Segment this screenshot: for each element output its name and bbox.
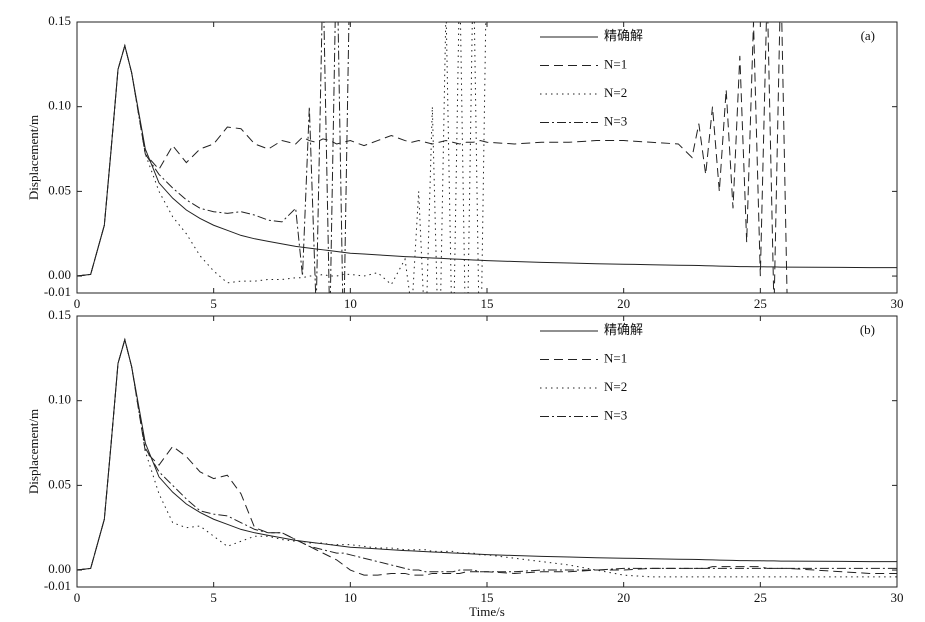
series-line: [77, 22, 788, 293]
legend-label: N=2: [604, 85, 627, 100]
legend-label: 精确解: [604, 28, 643, 43]
x-tick-label: 15: [481, 296, 494, 311]
legend-label: N=2: [604, 379, 627, 394]
y-axis-label: Displacement/m: [26, 115, 41, 200]
series-line: [77, 337, 897, 578]
x-tick-label: 25: [754, 590, 767, 605]
series-line: [77, 22, 350, 293]
x-tick-label: 5: [210, 590, 217, 605]
annotation: (a): [861, 28, 875, 43]
series-line: [77, 337, 897, 571]
x-tick-label: 20: [617, 296, 630, 311]
x-tick-label: 25: [754, 296, 767, 311]
x-axis-label: Time/s: [469, 604, 505, 619]
y-tick-label: 0.15: [48, 307, 71, 322]
series-line: [77, 43, 897, 277]
x-tick-label: 0: [74, 296, 81, 311]
x-tick-label: 15: [481, 590, 494, 605]
legend-label: N=3: [604, 407, 627, 422]
annotation: (b): [860, 322, 875, 337]
y-axis-label: Displacement/m: [26, 409, 41, 494]
x-tick-label: 30: [891, 590, 904, 605]
series-line: [77, 22, 487, 293]
legend-label: 精确解: [604, 322, 643, 337]
y-tick-label: 0.05: [48, 182, 71, 197]
y-tick-label: 0.10: [48, 98, 71, 113]
plot-lines: [77, 22, 897, 293]
plot-frame: [76, 21, 898, 294]
plot-lines: [77, 337, 897, 578]
y-tick-label: 0.10: [48, 392, 71, 407]
y-tick-label: 0.05: [48, 476, 71, 491]
x-tick-label: 10: [344, 296, 357, 311]
legend-label: N=3: [604, 113, 627, 128]
series-line: [77, 337, 897, 576]
y-tick-label: 0.00: [48, 561, 71, 576]
x-tick-label: 20: [617, 590, 630, 605]
legend-label: N=1: [604, 56, 627, 71]
x-tick-label: 5: [210, 296, 217, 311]
y-tick-label: -0.01: [44, 284, 71, 299]
x-tick-label: 30: [891, 296, 904, 311]
series-line: [77, 337, 897, 573]
y-tick-label: 0.15: [48, 13, 71, 28]
x-tick-label: 0: [74, 590, 81, 605]
y-tick-label: 0.00: [48, 267, 71, 282]
x-tick-label: 10: [344, 590, 357, 605]
y-tick-label: -0.01: [44, 578, 71, 593]
legend-label: N=1: [604, 350, 627, 365]
plot-frame: [76, 315, 898, 588]
